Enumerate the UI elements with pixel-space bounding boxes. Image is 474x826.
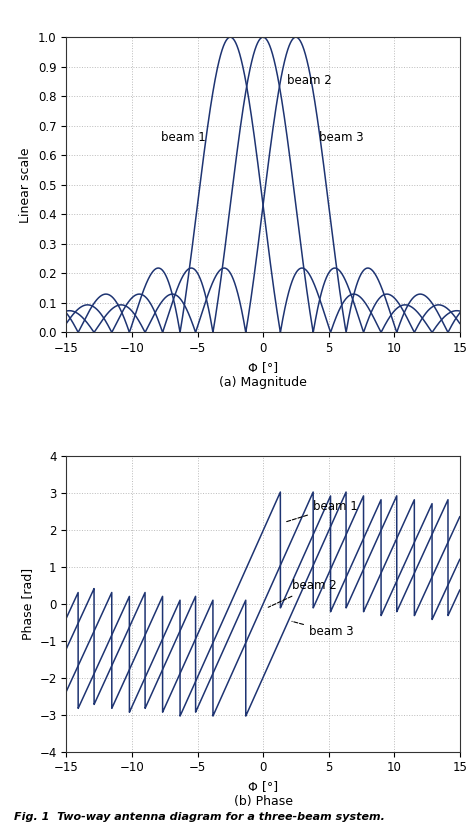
Text: Fig. 1  Two-way antenna diagram for a three-beam system.: Fig. 1 Two-way antenna diagram for a thr… xyxy=(14,812,385,822)
Y-axis label: Phase [rad]: Phase [rad] xyxy=(21,568,34,640)
X-axis label: Φ [°]
(a) Magnitude: Φ [°] (a) Magnitude xyxy=(219,361,307,389)
Text: beam 3: beam 3 xyxy=(292,621,354,638)
Text: beam 1: beam 1 xyxy=(161,131,206,144)
Text: beam 2: beam 2 xyxy=(268,579,337,607)
Text: beam 2: beam 2 xyxy=(287,74,331,88)
Text: beam 3: beam 3 xyxy=(319,131,364,144)
X-axis label: Φ [°]
(b) Phase: Φ [°] (b) Phase xyxy=(234,780,292,808)
Text: beam 1: beam 1 xyxy=(285,500,358,522)
Y-axis label: Linear scale: Linear scale xyxy=(19,147,32,222)
